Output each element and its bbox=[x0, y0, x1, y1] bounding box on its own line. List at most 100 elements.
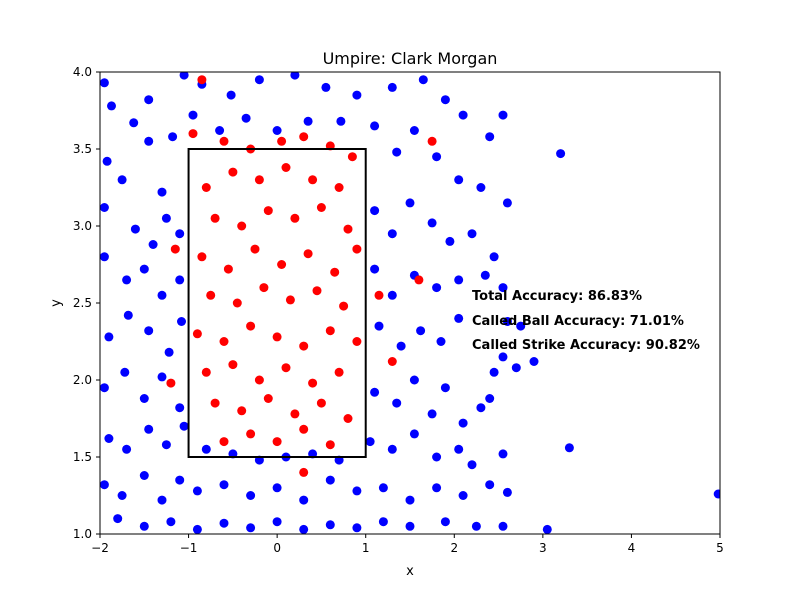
ball-point bbox=[378, 483, 388, 493]
annotation-ball-accuracy: Called Ball Accuracy: 71.01% bbox=[472, 314, 684, 329]
ball-point bbox=[157, 372, 167, 382]
strike-point bbox=[219, 136, 229, 146]
chart-title: Umpire: Clark Morgan bbox=[323, 49, 498, 68]
strike-point bbox=[254, 175, 264, 185]
ball-point bbox=[432, 483, 442, 493]
ball-point bbox=[498, 352, 508, 362]
ball-point bbox=[440, 95, 450, 105]
ball-point bbox=[374, 321, 384, 331]
ball-point bbox=[157, 290, 167, 300]
strike-point bbox=[427, 136, 437, 146]
annotation-strike-accuracy: Called Strike Accuracy: 90.82% bbox=[472, 338, 700, 353]
ball-point bbox=[405, 495, 415, 505]
ball-point bbox=[179, 72, 189, 80]
ball-point bbox=[100, 203, 109, 212]
strike-point bbox=[343, 224, 353, 234]
strike-point bbox=[312, 286, 322, 296]
strike-point bbox=[223, 264, 233, 274]
ball-point bbox=[440, 517, 450, 527]
ball-point bbox=[117, 491, 127, 500]
ball-point bbox=[175, 275, 185, 285]
ball-point bbox=[144, 424, 154, 434]
ball-point bbox=[489, 367, 499, 377]
ball-point bbox=[104, 332, 114, 342]
ball-point bbox=[139, 264, 149, 274]
ball-point bbox=[113, 514, 123, 524]
ball-point bbox=[241, 113, 251, 123]
y-tick-label: 1.5 bbox=[73, 450, 92, 464]
ball-point bbox=[246, 491, 256, 500]
ball-point bbox=[246, 523, 256, 533]
ball-point bbox=[542, 524, 552, 534]
ball-point bbox=[161, 213, 171, 223]
strike-point bbox=[285, 295, 295, 305]
ball-point bbox=[392, 398, 402, 408]
ball-point bbox=[440, 383, 450, 393]
ball-point bbox=[502, 317, 512, 326]
ball-point bbox=[226, 90, 236, 100]
ball-point bbox=[467, 229, 477, 239]
ball-point bbox=[454, 313, 464, 323]
strike-point bbox=[210, 213, 220, 223]
strike-point bbox=[201, 367, 211, 377]
ball-point bbox=[405, 198, 415, 208]
ball-point bbox=[387, 290, 397, 300]
ball-point bbox=[139, 394, 149, 403]
ball-point bbox=[201, 444, 211, 454]
ball-point bbox=[713, 489, 720, 499]
ball-point bbox=[432, 452, 442, 462]
strike-point bbox=[281, 363, 291, 373]
ball-point bbox=[432, 152, 442, 162]
ball-point bbox=[272, 126, 282, 135]
ball-point bbox=[476, 183, 486, 192]
strike-point bbox=[352, 244, 362, 254]
strike-point bbox=[201, 183, 211, 192]
y-tick-label: 3.5 bbox=[73, 142, 92, 156]
ball-point bbox=[100, 78, 109, 88]
strike-point bbox=[259, 283, 269, 293]
ball-point bbox=[144, 136, 154, 146]
strike-point bbox=[254, 375, 264, 385]
ball-point bbox=[129, 118, 139, 128]
ball-point bbox=[511, 363, 521, 373]
strike-point bbox=[219, 437, 229, 447]
annotation-total-accuracy: Total Accuracy: 86.83% bbox=[472, 289, 642, 304]
x-tick-label: 3 bbox=[539, 541, 547, 555]
strike-point bbox=[339, 301, 349, 311]
ball-point bbox=[157, 495, 167, 505]
strike-point bbox=[232, 298, 242, 308]
strike-point bbox=[166, 378, 176, 388]
strike-point bbox=[228, 360, 238, 370]
ball-point bbox=[502, 487, 512, 497]
ball-point bbox=[370, 264, 380, 274]
ball-point bbox=[409, 375, 419, 385]
strike-point bbox=[347, 152, 357, 162]
ball-point bbox=[299, 495, 309, 505]
ball-point bbox=[467, 460, 477, 470]
strike-point bbox=[170, 244, 180, 254]
strike-point bbox=[299, 467, 309, 477]
ball-point bbox=[387, 82, 397, 92]
ball-point bbox=[336, 116, 346, 126]
ball-point bbox=[454, 275, 464, 285]
ball-point bbox=[325, 520, 335, 530]
ball-point bbox=[168, 132, 178, 142]
ball-point bbox=[102, 156, 112, 166]
y-tick-label: 1.0 bbox=[73, 527, 92, 541]
ball-point bbox=[139, 521, 149, 531]
strike-point bbox=[272, 332, 282, 342]
strike-zone bbox=[187, 148, 367, 458]
ball-point bbox=[427, 409, 437, 419]
ball-point bbox=[498, 110, 508, 120]
ball-point bbox=[123, 310, 133, 320]
ball-point bbox=[498, 283, 508, 293]
strike-point bbox=[219, 337, 229, 346]
ball-point bbox=[161, 440, 171, 450]
ball-point bbox=[107, 101, 116, 111]
ball-point bbox=[157, 187, 167, 197]
strike-point bbox=[330, 267, 340, 277]
y-axis: 1.0 1.5 2.0 2.5 3.0 3.5 4.0 bbox=[73, 65, 100, 541]
strike-point bbox=[299, 341, 309, 351]
